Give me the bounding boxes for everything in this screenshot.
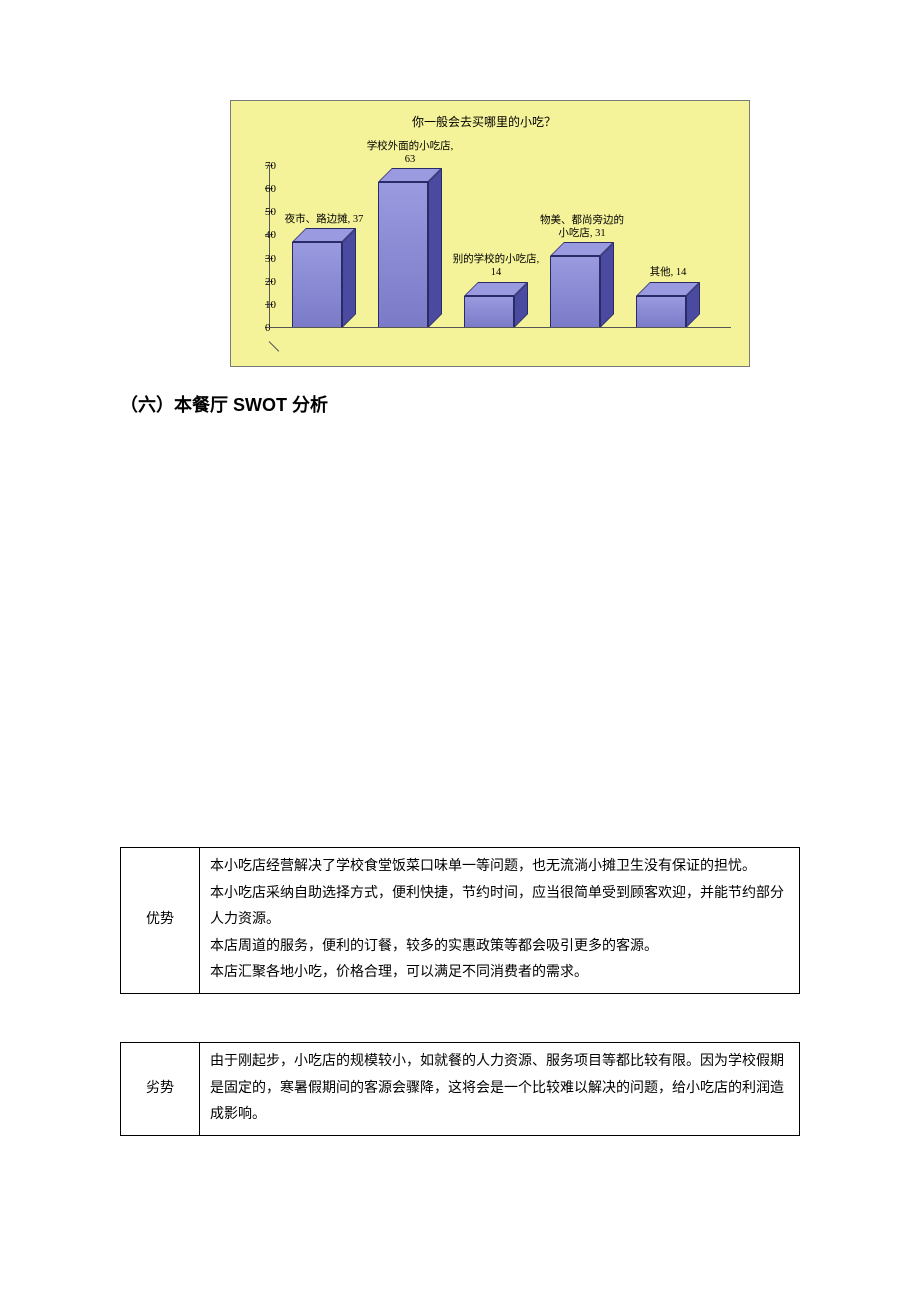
bar-label: 学校外面的小吃店,63 xyxy=(367,140,454,166)
bar-label: 其他, 14 xyxy=(650,266,687,279)
bar: 别的学校的小吃店,14 xyxy=(464,282,528,328)
bar-label: 别的学校的小吃店,14 xyxy=(453,253,540,279)
bar: 其他, 14 xyxy=(636,282,700,328)
section-heading-swot: （六）本餐厅 SWOT 分析 xyxy=(120,391,800,417)
swot-disadvantage-table: 劣势 由于刚起步，小吃店的规模较小，如就餐的人力资源、服务项目等都比较有限。因为… xyxy=(120,1042,800,1136)
bar-label: 物美、都尚旁边的小吃店, 31 xyxy=(540,214,624,240)
chart-frame: 你一般会去买哪里的小吃？ 010203040506070夜市、路边摊, 37学校… xyxy=(230,100,750,367)
bar: 夜市、路边摊, 37 xyxy=(292,228,356,328)
swot-advantage-text: 本小吃店经营解决了学校食堂饭菜口味单一等问题，也无流淌小摊卫生没有保证的担忧。本… xyxy=(200,848,800,994)
swot-advantage-label: 优势 xyxy=(121,848,200,994)
bar: 学校外面的小吃店,63 xyxy=(378,168,442,328)
chart-plot: 010203040506070夜市、路边摊, 37学校外面的小吃店,63别的学校… xyxy=(237,136,731,356)
chart-title: 你一般会去买哪里的小吃？ xyxy=(237,113,731,130)
bar: 物美、都尚旁边的小吃店, 31 xyxy=(550,242,614,328)
swot-disadvantage-label: 劣势 xyxy=(121,1042,200,1135)
swot-advantage-table: 优势 本小吃店经营解决了学校食堂饭菜口味单一等问题，也无流淌小摊卫生没有保证的担… xyxy=(120,847,800,994)
swot-disadvantage-text: 由于刚起步，小吃店的规模较小，如就餐的人力资源、服务项目等都比较有限。因为学校假… xyxy=(200,1042,800,1135)
bar-label: 夜市、路边摊, 37 xyxy=(285,213,364,226)
